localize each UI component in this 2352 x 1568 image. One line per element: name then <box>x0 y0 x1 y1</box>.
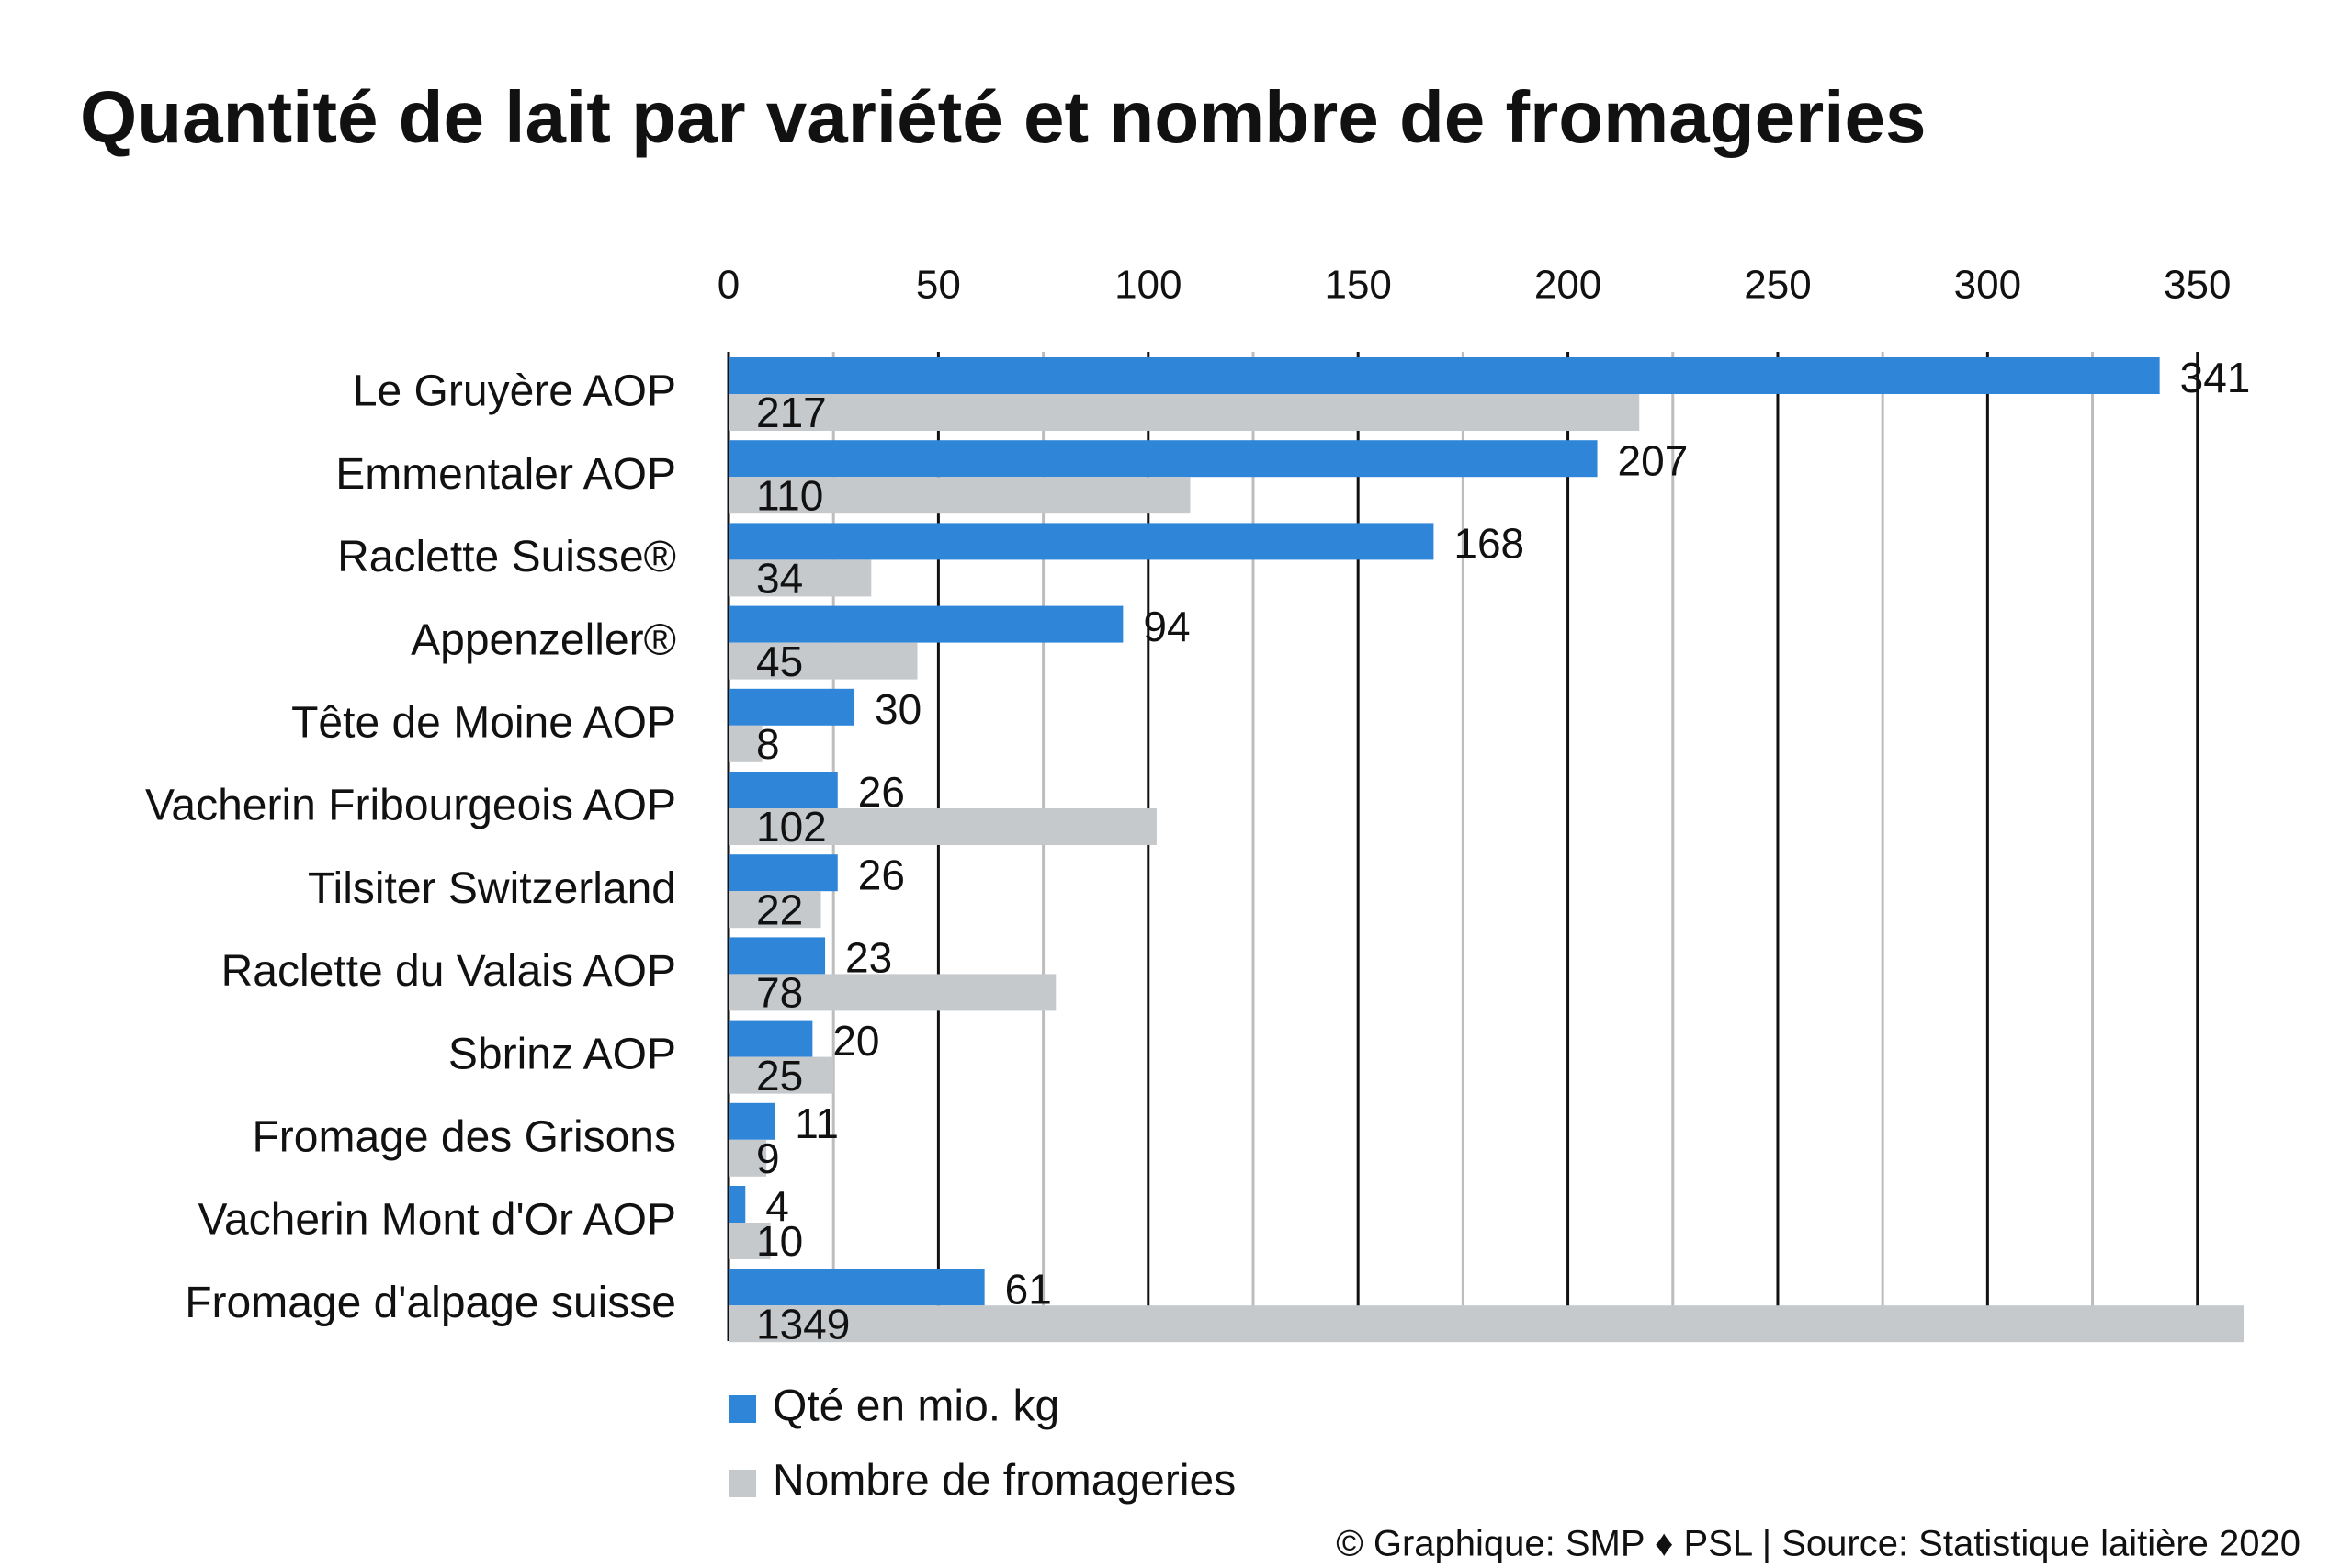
value-label: 26 <box>858 768 905 816</box>
category-label: Vacherin Fribourgeois AOP <box>145 782 676 830</box>
value-label: 217 <box>756 389 827 436</box>
value-label: 61 <box>1005 1265 1052 1313</box>
value-label: 26 <box>858 851 905 898</box>
category-label: Raclette du Valais AOP <box>221 947 676 996</box>
legend-swatch <box>729 1395 756 1423</box>
value-label: 10 <box>756 1217 803 1265</box>
bar <box>729 1139 767 1177</box>
bar <box>729 808 1157 845</box>
value-label: 1349 <box>756 1300 850 1348</box>
category-label: Emmentaler AOP <box>335 450 676 499</box>
value-label: 110 <box>756 471 823 519</box>
bars <box>729 357 2244 1343</box>
value-label: 22 <box>756 886 803 933</box>
bar <box>729 891 821 929</box>
bar <box>729 772 838 808</box>
value-label: 102 <box>756 803 827 851</box>
value-label: 341 <box>2180 354 2251 401</box>
bar <box>729 1223 771 1259</box>
x-tick-label: 250 <box>1744 263 1811 308</box>
bar <box>729 523 1434 560</box>
category-label: Vacherin Mont d'Or AOP <box>198 1196 677 1245</box>
value-label: 8 <box>756 720 780 768</box>
category-label: Le Gruyère AOP <box>353 367 676 416</box>
bar <box>729 1305 2244 1343</box>
x-tick-label: 300 <box>1954 263 2021 308</box>
bar <box>729 854 838 892</box>
category-label: Tête de Moine AOP <box>291 698 676 747</box>
bar <box>729 1102 775 1140</box>
value-label: 45 <box>756 637 803 685</box>
x-tick-label: 50 <box>916 263 961 308</box>
legend-swatch <box>729 1470 756 1497</box>
bar <box>729 974 1057 1011</box>
bar <box>729 725 763 762</box>
category-label: Appenzeller® <box>411 615 676 664</box>
bar <box>729 394 1640 431</box>
value-label: 9 <box>756 1134 780 1182</box>
legend-label: Qté en mio. kg <box>773 1382 1059 1431</box>
bar <box>729 559 872 597</box>
value-label: 30 <box>875 685 922 733</box>
bar <box>729 357 2160 394</box>
value-label: 4 <box>765 1182 789 1230</box>
category-label: Raclette Suisse® <box>337 533 676 581</box>
bar <box>729 477 1191 514</box>
category-label: Fromage d'alpage suisse <box>185 1279 676 1327</box>
bar <box>729 688 855 726</box>
chart-title: Quantité de lait par variété et nombre d… <box>80 76 1927 158</box>
bar <box>729 1056 834 1094</box>
bar <box>729 642 918 680</box>
x-tick-label: 100 <box>1114 263 1182 308</box>
category-label: Tilsiter Switzerland <box>308 864 676 913</box>
bar <box>729 440 1598 478</box>
bar <box>729 1269 985 1306</box>
value-label: 34 <box>756 555 803 603</box>
value-label: 25 <box>756 1052 803 1100</box>
labels: 0 50 100 150 200 250 300 350 Le Gruyère AOP 341 21… <box>145 263 2250 1506</box>
value-label: 78 <box>756 969 803 1017</box>
value-label: 20 <box>832 1017 879 1065</box>
grid <box>727 352 2199 1341</box>
legend-label: Nombre de fromageries <box>773 1457 1236 1506</box>
bar <box>729 1186 746 1223</box>
bar <box>729 1020 813 1057</box>
value-label: 11 <box>795 1100 839 1147</box>
bar <box>729 937 826 975</box>
source-note: © Graphique: SMP ♦ PSL | Source: Statist… <box>1336 1524 2301 1564</box>
bar <box>729 605 1124 643</box>
category-label: Fromage des Grisons <box>252 1112 676 1161</box>
value-label: 168 <box>1453 520 1524 568</box>
value-label: 207 <box>1618 436 1689 484</box>
category-label: Sbrinz AOP <box>448 1030 676 1078</box>
x-tick-label: 350 <box>2164 263 2231 308</box>
value-label: 94 <box>1143 603 1190 650</box>
x-tick-label: 200 <box>1534 263 1601 308</box>
x-tick-label: 0 <box>718 263 740 308</box>
value-label: 23 <box>845 934 892 982</box>
x-tick-label: 150 <box>1324 263 1391 308</box>
